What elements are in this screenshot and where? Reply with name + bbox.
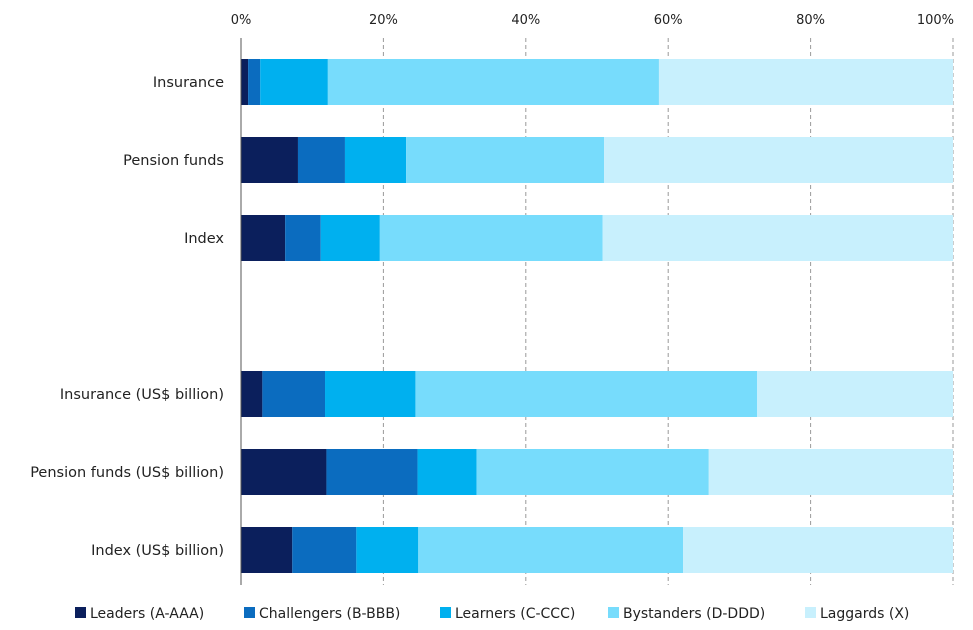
- category-label: Pension funds: [123, 153, 224, 169]
- legend-label: Laggards (X): [820, 606, 909, 622]
- bar-segment: [327, 59, 659, 105]
- category-label: Insurance: [153, 75, 224, 91]
- bar-segment: [292, 527, 357, 573]
- x-tick-label: 20%: [369, 13, 398, 28]
- bar-segment: [415, 371, 758, 417]
- legend-label: Bystanders (D-DDD): [623, 606, 765, 622]
- x-tick-label: 0%: [231, 13, 252, 28]
- bar-segment: [708, 449, 953, 495]
- bar-segment: [356, 527, 419, 573]
- legend-swatch: [244, 607, 255, 618]
- bar-segment: [476, 449, 709, 495]
- category-label: Index: [184, 231, 224, 247]
- bar-segment: [320, 215, 380, 261]
- bar-segment: [406, 137, 605, 183]
- bar-segment: [683, 527, 953, 573]
- x-tick-label: 100%: [917, 13, 954, 28]
- bar-segment: [418, 527, 684, 573]
- gridlines: [382, 38, 954, 585]
- x-tick-label: 40%: [511, 13, 540, 28]
- bars: [241, 59, 953, 573]
- bar-segment: [325, 371, 416, 417]
- x-tick-label: 60%: [654, 13, 683, 28]
- legend-swatch: [805, 607, 816, 618]
- category-label: Pension funds (US$ billion): [30, 465, 224, 481]
- bar-segment: [658, 59, 953, 105]
- bar-segment: [248, 59, 261, 105]
- legend: Leaders (A-AAA) Challengers (B-BBB) Learne…: [75, 606, 909, 622]
- bar-segment: [602, 215, 953, 261]
- legend-swatch: [75, 607, 86, 618]
- category-label: Index (US$ billion): [91, 543, 224, 559]
- bar-segment: [297, 137, 345, 183]
- bar-segment: [417, 449, 477, 495]
- bar-segment: [326, 449, 418, 495]
- bar-segment: [344, 137, 407, 183]
- x-tick-labels: 0% 20% 40% 60% 80% 100%: [231, 13, 954, 28]
- bar-segment: [241, 371, 263, 417]
- legend-swatch: [608, 607, 619, 618]
- bar-segment: [260, 59, 328, 105]
- bar-segment: [757, 371, 953, 417]
- category-labels: Insurance Pension funds Index Insurance (US…: [30, 75, 224, 559]
- category-label: Insurance (US$ billion): [60, 387, 224, 403]
- legend-label: Challengers (B-BBB): [259, 606, 400, 622]
- x-tick-label: 80%: [796, 13, 825, 28]
- bar-segment: [262, 371, 326, 417]
- bar-segment: [604, 137, 953, 183]
- bar-segment: [241, 137, 298, 183]
- legend-label: Leaders (A-AAA): [90, 606, 204, 622]
- bar-segment: [241, 527, 293, 573]
- bar-segment: [241, 59, 249, 105]
- legend-label: Learners (C-CCC): [455, 606, 575, 622]
- bar-segment: [379, 215, 603, 261]
- bar-segment: [241, 215, 286, 261]
- legend-swatch: [440, 607, 451, 618]
- bar-segment: [241, 449, 327, 495]
- bar-segment: [285, 215, 321, 261]
